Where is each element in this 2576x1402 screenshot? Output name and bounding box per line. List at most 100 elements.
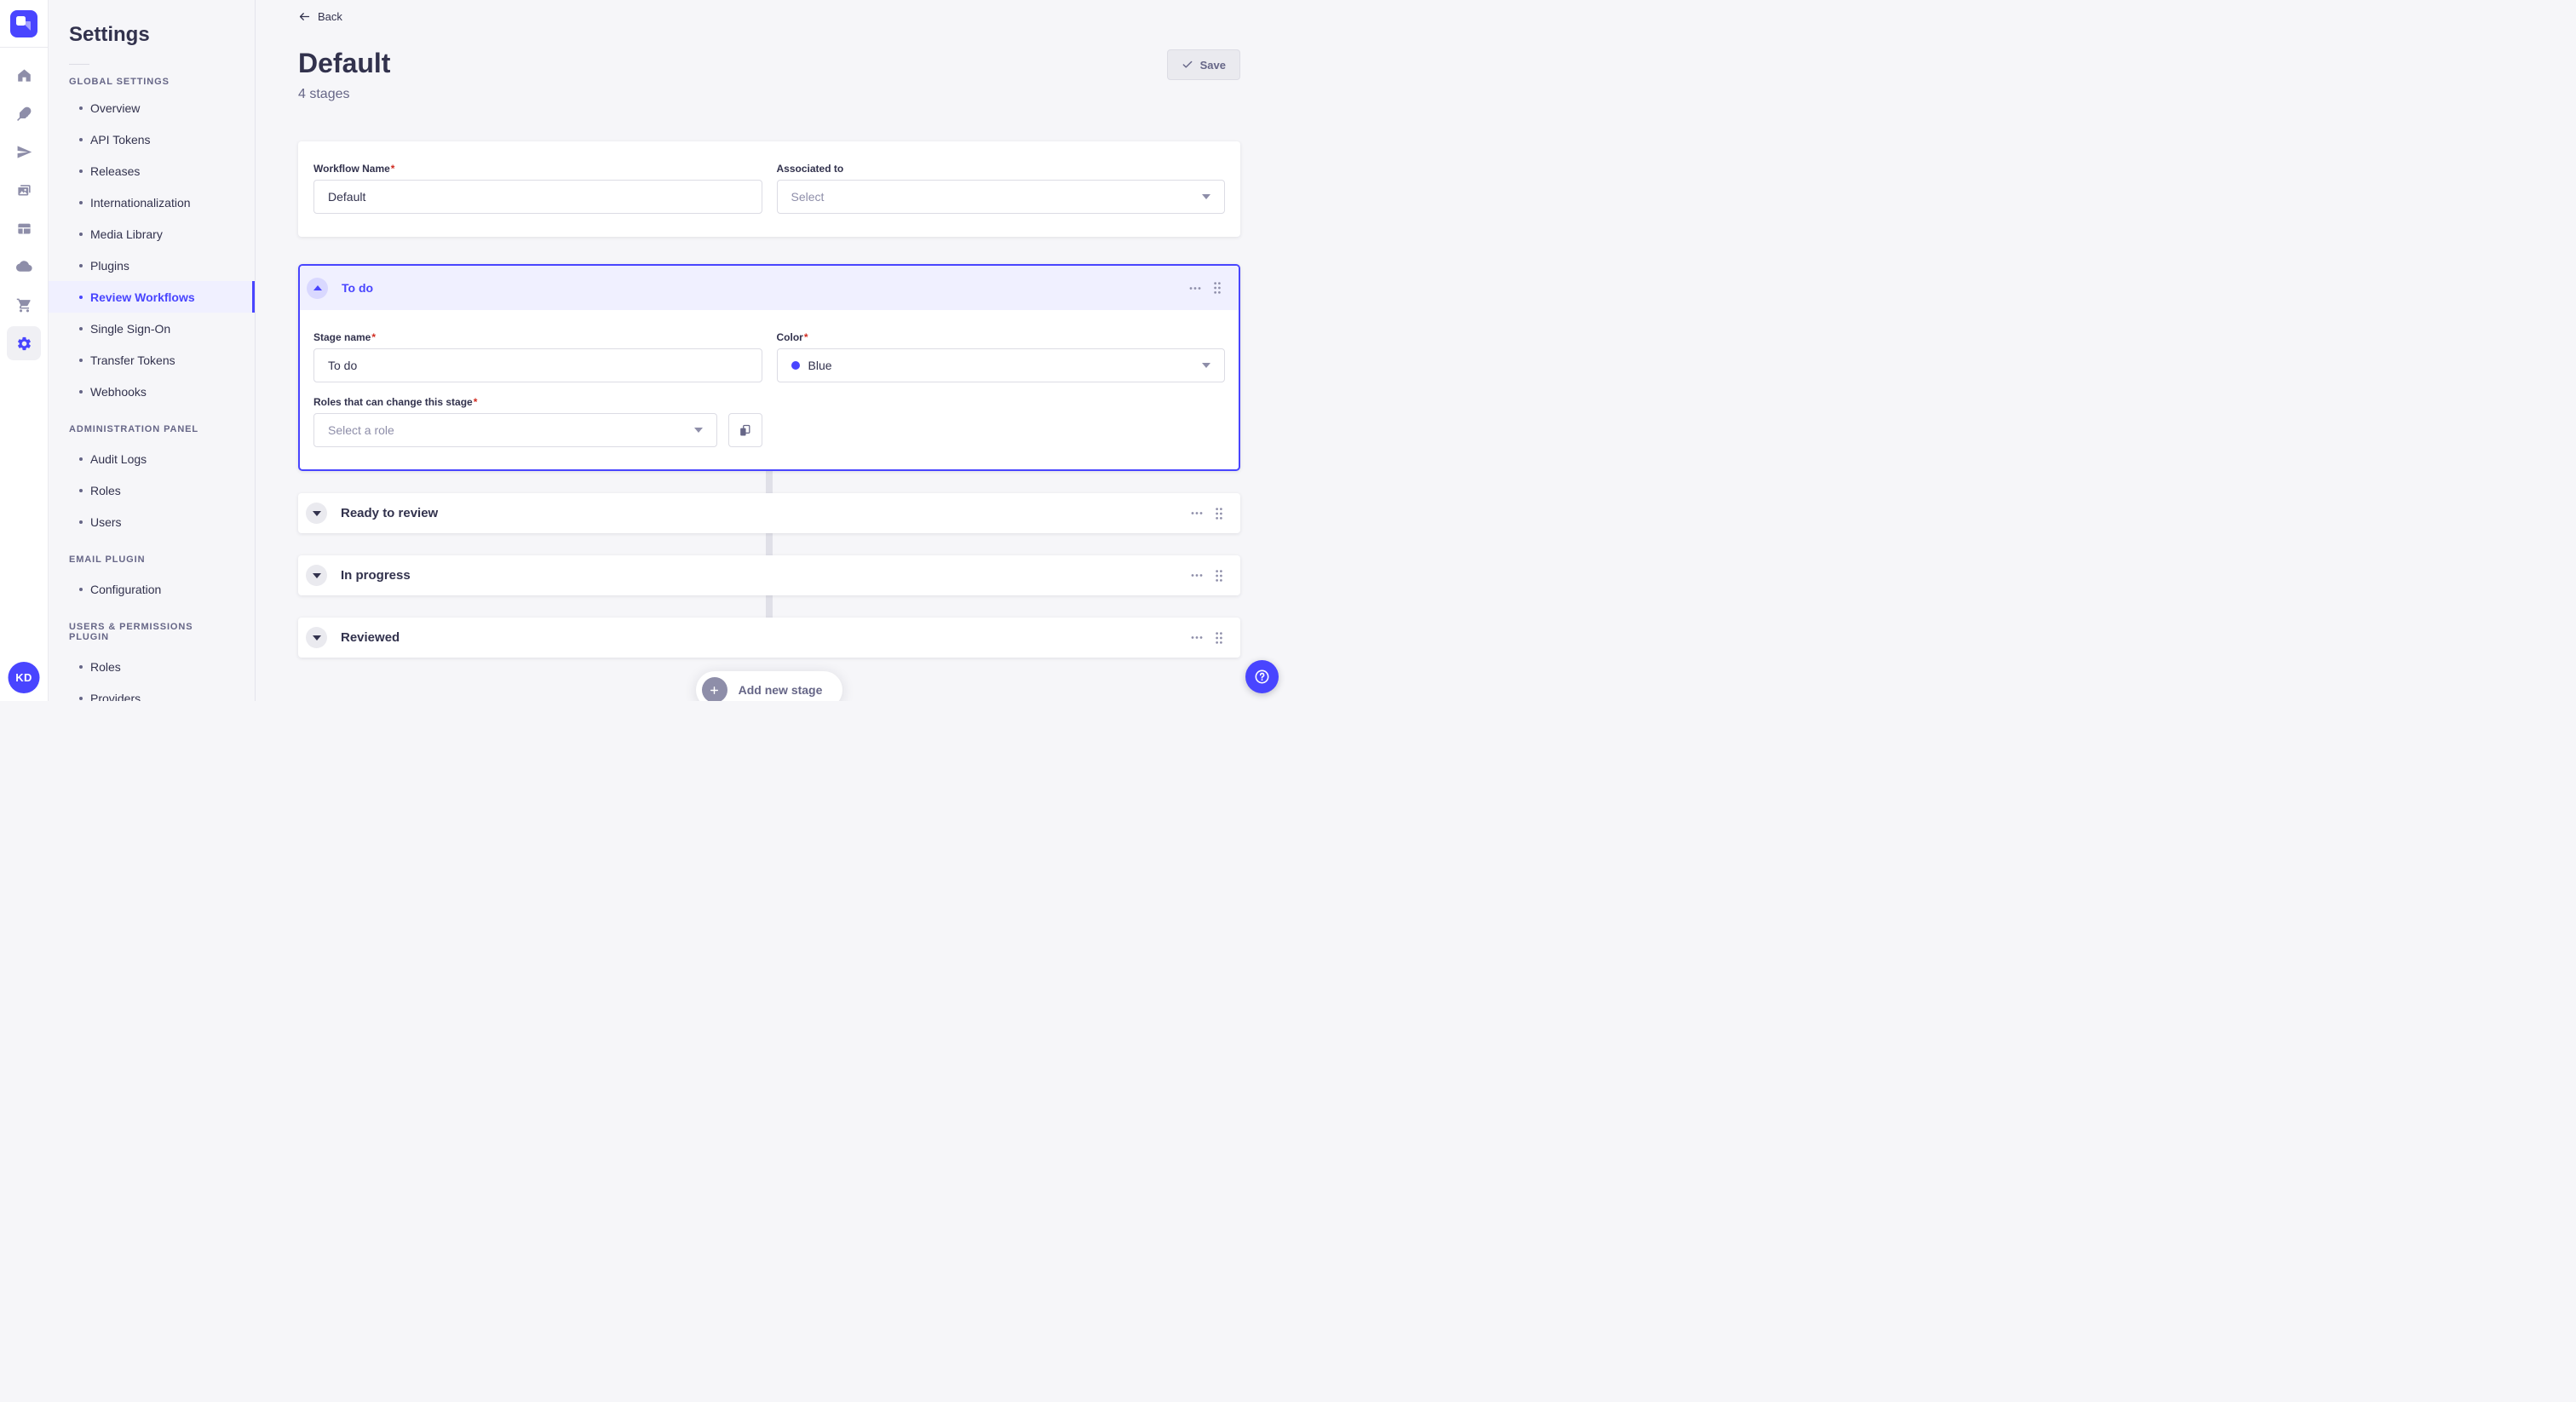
cloud-icon xyxy=(15,260,32,272)
bullet-icon xyxy=(79,664,83,669)
nav-cloud-button[interactable] xyxy=(7,250,41,284)
sidebar-item-email-configuration[interactable]: Configuration xyxy=(49,573,255,605)
nav-settings-button[interactable] xyxy=(7,326,41,360)
stage-drag-handle[interactable] xyxy=(1211,279,1223,296)
expand-stage-button[interactable] xyxy=(306,565,327,586)
settings-gear-icon xyxy=(17,336,31,350)
app-window: KD Settings GLOBAL SETTINGS Overview API… xyxy=(0,0,1288,701)
stage-header-to-do[interactable]: To do xyxy=(300,266,1239,310)
main-nav-rail: KD xyxy=(0,0,49,701)
add-new-stage-button[interactable]: Add new stage xyxy=(695,671,843,701)
save-button[interactable]: Save xyxy=(1166,49,1240,80)
duplicate-stage-button[interactable] xyxy=(727,413,762,447)
back-link[interactable]: Back xyxy=(298,10,342,23)
required-asterisk: * xyxy=(803,331,808,343)
main-content: Back Default 4 stages Save Workflow Name… xyxy=(256,0,1288,701)
sidebar-item-audit-logs[interactable]: Audit Logs xyxy=(49,443,255,474)
section-label-global-settings: GLOBAL SETTINGS xyxy=(69,77,170,87)
nav-content-manager-button[interactable] xyxy=(7,96,41,130)
stage-drag-handle[interactable] xyxy=(1213,505,1225,522)
chevron-down-icon xyxy=(1202,194,1210,199)
nav-marketplace-button[interactable] xyxy=(7,288,41,322)
stage-color-select[interactable]: Blue xyxy=(776,348,1225,382)
stage-count: 4 stages xyxy=(298,87,350,101)
sidebar-item-admin-roles[interactable]: Roles xyxy=(49,474,255,506)
sidebar-item-overview[interactable]: Overview xyxy=(49,92,255,124)
section-label-users-permissions-plugin: USERS & PERMISSIONS PLUGIN xyxy=(69,622,193,642)
sidebar-title-divider xyxy=(69,64,89,65)
check-icon xyxy=(1182,60,1192,68)
stage-more-options-button[interactable] xyxy=(1187,284,1203,292)
associated-to-select[interactable]: Select xyxy=(776,180,1225,214)
bullet-icon xyxy=(79,326,83,330)
page-title: Default xyxy=(298,48,391,78)
section-label-administration-panel: ADMINISTRATION PANEL xyxy=(69,424,199,434)
bullet-icon xyxy=(79,696,83,700)
media-library-icon xyxy=(17,184,31,195)
color-swatch-blue xyxy=(791,361,800,370)
stage-roles-label: Roles that can change this stage* xyxy=(313,396,478,408)
workflow-name-input[interactable] xyxy=(313,180,762,214)
nav-media-library-button[interactable] xyxy=(7,173,41,207)
more-options-icon xyxy=(1189,286,1201,290)
sidebar-item-admin-users[interactable]: Users xyxy=(49,506,255,537)
feather-icon xyxy=(16,106,31,121)
home-icon xyxy=(17,69,31,82)
chevron-down-icon xyxy=(1202,363,1210,368)
stage-name-input[interactable] xyxy=(313,348,762,382)
triangle-down-icon xyxy=(312,572,321,578)
sidebar-item-single-sign-on[interactable]: Single Sign-On xyxy=(49,313,255,344)
required-asterisk: * xyxy=(390,163,395,175)
sidebar-item-webhooks[interactable]: Webhooks xyxy=(49,376,255,407)
bullet-icon xyxy=(79,232,83,236)
stage-color-field-group: Color* Blue xyxy=(776,331,1225,382)
stage-card-ready-to-review[interactable]: Ready to review xyxy=(298,493,1240,533)
layout-icon xyxy=(17,223,31,233)
required-asterisk: * xyxy=(371,331,377,343)
bullet-icon xyxy=(79,457,83,461)
stage-more-options-button[interactable] xyxy=(1189,509,1205,517)
expand-stage-button[interactable] xyxy=(306,627,327,648)
associated-to-field-group: Associated to Select xyxy=(776,163,1225,214)
sidebar-item-plugins[interactable]: Plugins xyxy=(49,250,255,281)
page-heading: Default 4 stages xyxy=(298,49,390,102)
sidebar-item-media-library[interactable]: Media Library xyxy=(49,218,255,250)
stage-title: To do xyxy=(342,281,374,295)
stage-name-field-group: Stage name* xyxy=(313,331,762,382)
sidebar-item-releases[interactable]: Releases xyxy=(49,155,255,187)
sidebar-item-api-tokens[interactable]: API Tokens xyxy=(49,124,255,155)
sidebar-item-review-workflows[interactable]: Review Workflows xyxy=(49,281,255,313)
stage-card-reviewed[interactable]: Reviewed xyxy=(298,618,1240,658)
collapse-stage-button[interactable] xyxy=(307,277,328,299)
plus-circle-icon xyxy=(701,677,727,701)
stage-drag-handle[interactable] xyxy=(1213,567,1225,584)
question-mark-icon xyxy=(1255,669,1269,684)
nav-home-button[interactable] xyxy=(7,58,41,92)
stage-more-options-button[interactable] xyxy=(1189,634,1205,641)
strapi-logo-icon xyxy=(10,10,37,37)
stage-card-to-do: To do Stage name* xyxy=(298,264,1240,471)
drag-handle-icon xyxy=(1216,507,1222,520)
sidebar-item-up-roles[interactable]: Roles xyxy=(49,651,255,682)
stage-drag-handle[interactable] xyxy=(1213,629,1225,646)
nav-releases-button[interactable] xyxy=(7,135,41,169)
stage-card-in-progress[interactable]: In progress xyxy=(298,555,1240,595)
workflow-name-label: Workflow Name* xyxy=(313,163,395,175)
triangle-down-icon xyxy=(312,635,321,641)
stages-list: To do Stage name* xyxy=(298,264,1240,701)
expand-stage-button[interactable] xyxy=(306,503,327,524)
sidebar-item-internationalization[interactable]: Internationalization xyxy=(49,187,255,218)
required-asterisk: * xyxy=(473,396,478,408)
stage-roles-select[interactable]: Select a role xyxy=(313,413,717,447)
more-options-icon xyxy=(1191,512,1203,514)
workspace-logo-button[interactable] xyxy=(0,0,48,48)
associated-to-label: Associated to xyxy=(776,163,844,175)
sidebar-item-transfer-tokens[interactable]: Transfer Tokens xyxy=(49,344,255,376)
stage-more-options-button[interactable] xyxy=(1189,572,1205,579)
nav-content-type-builder-button[interactable] xyxy=(7,211,41,245)
help-fab-button[interactable] xyxy=(1245,660,1279,693)
stage-roles-field-group: Roles that can change this stage* Select… xyxy=(313,396,762,447)
stage-title: In progress xyxy=(341,568,411,583)
user-avatar[interactable]: KD xyxy=(8,662,40,693)
sidebar-item-up-providers[interactable]: Providers xyxy=(49,682,255,701)
